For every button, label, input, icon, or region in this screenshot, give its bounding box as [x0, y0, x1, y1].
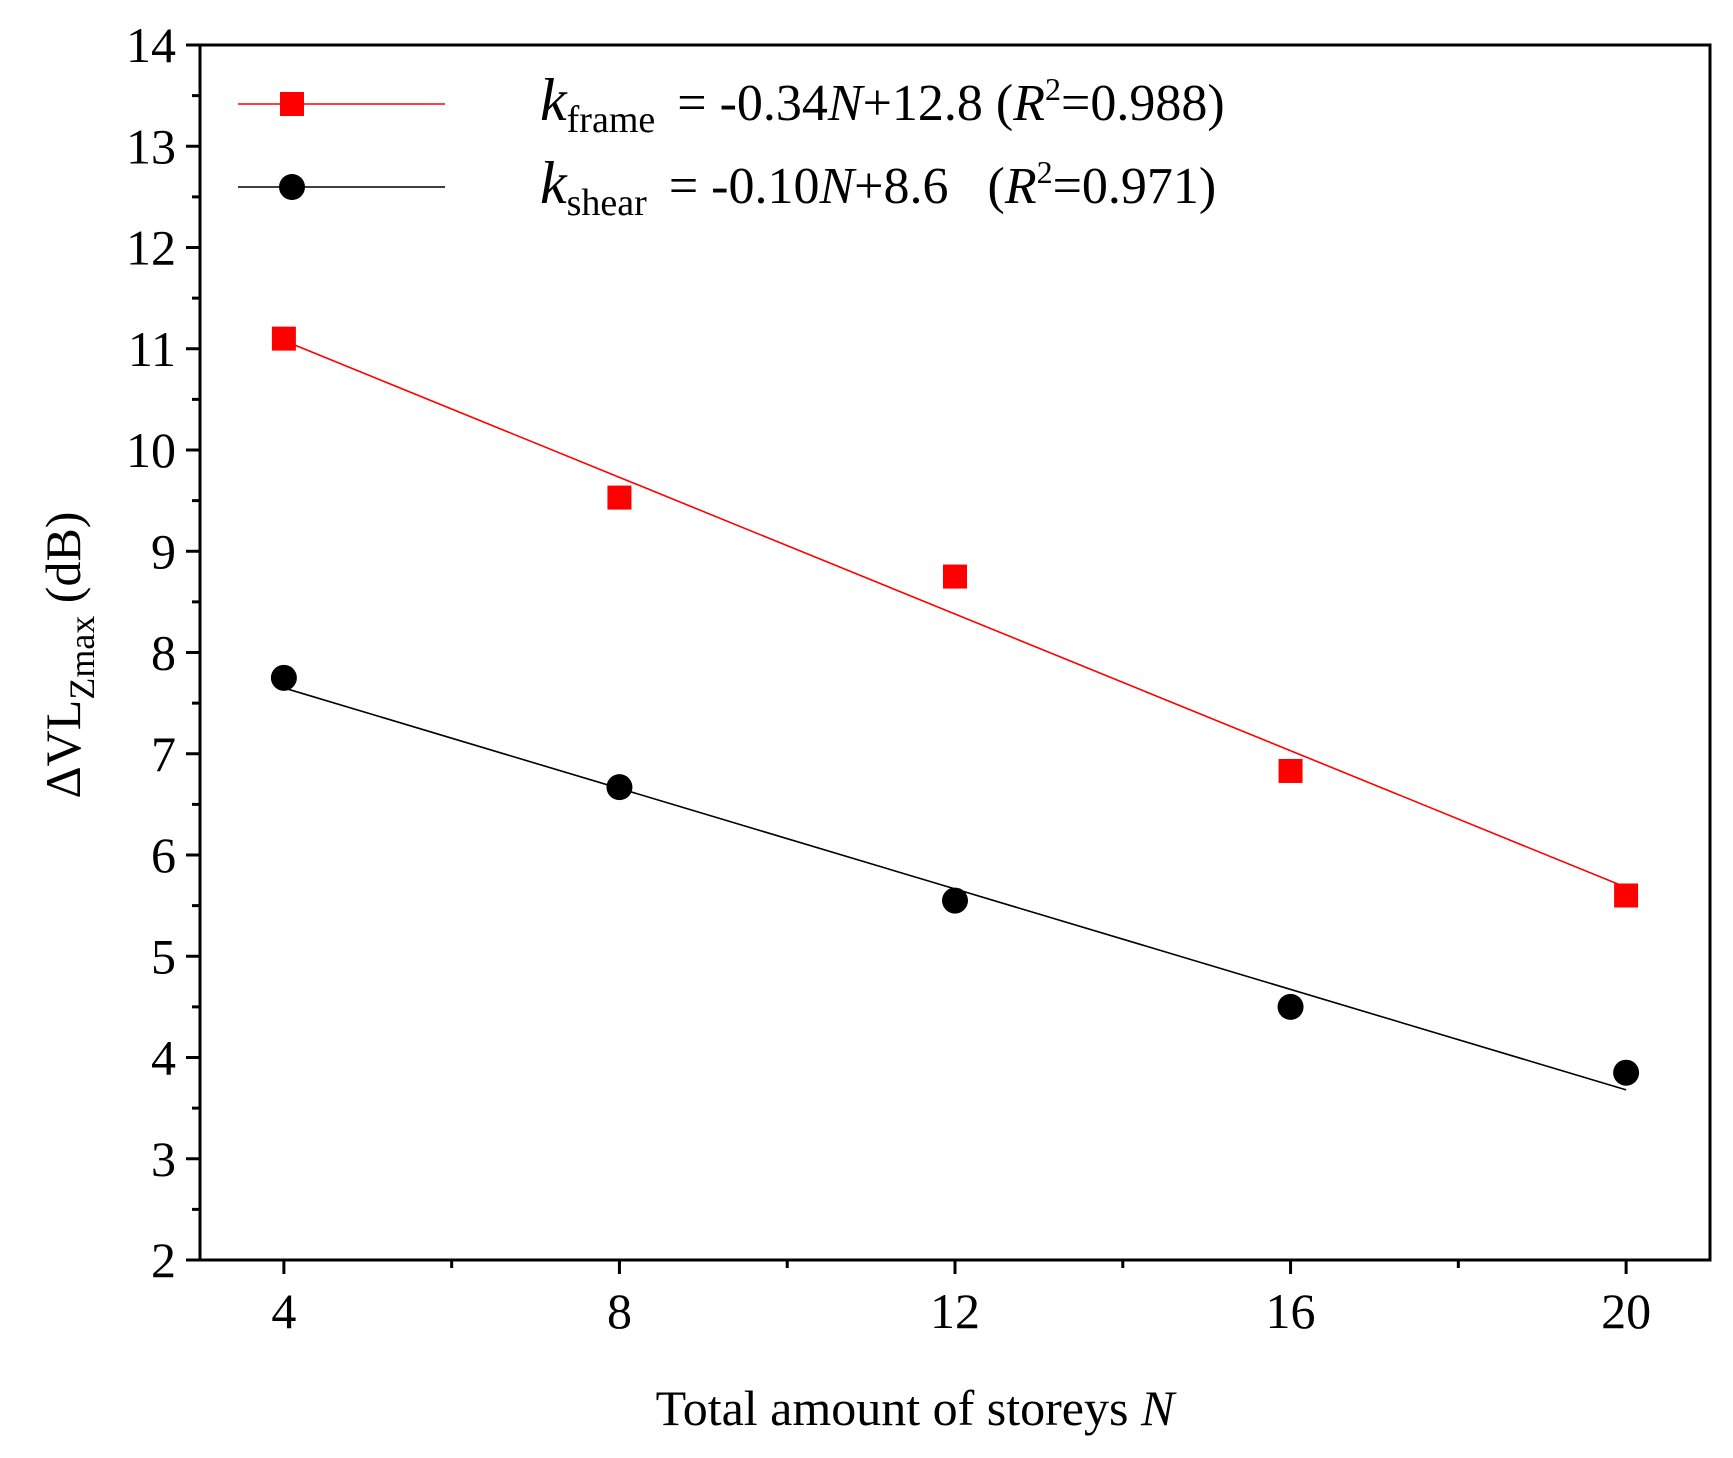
frame-point — [271, 326, 296, 351]
x-axis-title: Total amount of storeys N — [656, 1380, 1177, 1436]
frame-point — [1278, 758, 1303, 783]
y-tick-label: 2 — [151, 1232, 176, 1288]
axis-tick-labels: 4 8 12 16 20 2 3 4 5 6 7 8 9 10 11 12 13 14 — [126, 17, 1651, 1339]
x-tick-label: 16 — [1266, 1283, 1316, 1339]
y-tick-label: 10 — [126, 422, 176, 478]
fit-lines — [283, 339, 1627, 1091]
y-tick-label: 3 — [151, 1131, 176, 1187]
legend-shear-label: kshear = -0.10N+8.6 (R2=0.971) — [540, 150, 1216, 224]
plot-area-frame — [198, 43, 1712, 1262]
y-tick-label: 6 — [151, 827, 176, 883]
frame-point — [943, 564, 967, 589]
y-tick-label: 14 — [126, 17, 176, 73]
legend-frame-marker — [280, 92, 304, 116]
x-tick-label: 20 — [1601, 1283, 1651, 1339]
shear-point — [270, 664, 297, 691]
y-tick-label: 9 — [151, 523, 176, 579]
frame-point — [1614, 883, 1639, 908]
axis-ticks — [186, 43, 1628, 1274]
shear-point — [1277, 993, 1304, 1020]
frame-fit-line — [283, 339, 1627, 889]
legend-frame-label: kframe = -0.34N+12.8 (R2=0.988) — [540, 67, 1225, 141]
y-tick-label: 5 — [151, 928, 176, 984]
x-tick-label: 4 — [271, 1283, 296, 1339]
shear-point — [942, 887, 968, 914]
x-tick-label: 8 — [607, 1283, 632, 1339]
y-tick-label: 4 — [151, 1030, 176, 1086]
shear-point — [1613, 1059, 1640, 1086]
y-axis-title: ΔVLZmax (dB) — [35, 512, 102, 799]
legend: kframe = -0.34N+12.8 (R2=0.988) kshear = -… — [238, 67, 1225, 224]
y-tick-label: 13 — [126, 118, 176, 174]
frame-point — [607, 485, 632, 510]
data-points — [270, 326, 1640, 1086]
y-tick-label: 11 — [128, 321, 176, 377]
y-tick-label: 12 — [126, 220, 176, 276]
y-tick-label: 8 — [151, 625, 176, 681]
y-tick-label: 7 — [151, 726, 176, 782]
x-tick-label: 12 — [930, 1283, 980, 1339]
legend-shear-marker — [279, 174, 305, 200]
shear-point — [606, 774, 633, 801]
